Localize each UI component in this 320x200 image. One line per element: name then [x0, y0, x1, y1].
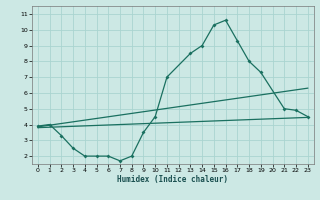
X-axis label: Humidex (Indice chaleur): Humidex (Indice chaleur) — [117, 175, 228, 184]
